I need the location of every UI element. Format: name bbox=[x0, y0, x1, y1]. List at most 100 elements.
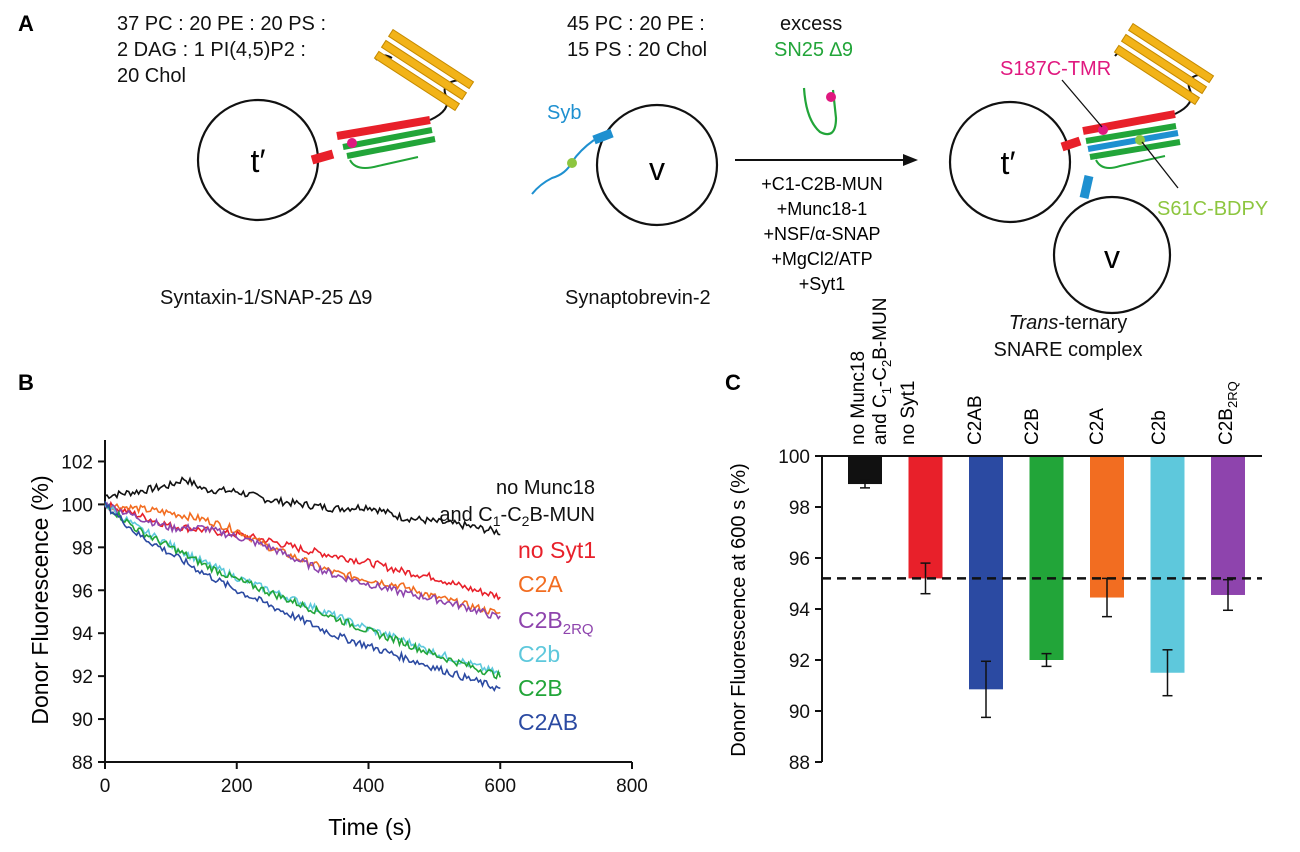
reaction-arrowhead bbox=[903, 154, 918, 166]
trans-snare-complex bbox=[1060, 22, 1215, 199]
product-caption-line-2: SNARE complex bbox=[994, 339, 1143, 361]
c-y-tick-label: 88 bbox=[789, 753, 810, 774]
v-vesicle-label: v bbox=[649, 151, 665, 187]
addition-4: +MgCl2/ATP bbox=[771, 249, 872, 269]
b-y-tick-label: 100 bbox=[61, 495, 93, 516]
v-vesicle bbox=[595, 103, 719, 227]
c-category-label-0-line-1: no Munc18 bbox=[848, 351, 869, 445]
c-y-tick-label: 98 bbox=[789, 498, 810, 519]
snap25-linker bbox=[349, 156, 419, 169]
c-ticks: 88 90 92 94 96 98 100 bbox=[778, 447, 822, 774]
c-bar-2 bbox=[969, 456, 1003, 690]
b-y-axis-title: Donor Fluorescence (%) bbox=[27, 475, 53, 724]
b-series-line-6 bbox=[104, 500, 501, 692]
c-category-label-2: C2AB bbox=[965, 395, 986, 445]
c-category-label-4: C2A bbox=[1087, 408, 1108, 445]
panel-a: A 37 PC : 20 PE : 20 PS : 2 DAG : 1 PI(4… bbox=[18, 11, 1268, 361]
c-bars bbox=[848, 456, 1245, 719]
c-bar-6 bbox=[1211, 456, 1245, 595]
b-legend-c2a: C2A bbox=[518, 571, 563, 597]
t-lipid-line-1: 37 PC : 20 PE : 20 PS : bbox=[117, 13, 326, 35]
b-series-line-0 bbox=[104, 476, 501, 536]
syntaxin-tm-domain bbox=[310, 149, 335, 165]
b-x-tick-label: 400 bbox=[353, 776, 385, 797]
product-v-vesicle bbox=[1052, 195, 1172, 315]
habc-domain bbox=[373, 28, 475, 112]
sn25-fragment bbox=[802, 87, 838, 136]
b-series-line-4 bbox=[104, 504, 501, 675]
syb-tm-domain bbox=[592, 128, 614, 145]
c-y-tick-label: 96 bbox=[789, 549, 810, 570]
b-legend-c2b2rq: C2B2RQ bbox=[518, 607, 594, 638]
syb-label: Syb bbox=[547, 102, 581, 124]
addition-5: +Syt1 bbox=[799, 274, 846, 294]
syntaxin-snap25-complex bbox=[310, 28, 475, 169]
b-x-tick-label: 0 bbox=[100, 776, 111, 797]
c-y-tick-label: 92 bbox=[789, 651, 810, 672]
b-annotation-line-1: no Munc18 bbox=[496, 477, 595, 499]
addition-1: +C1-C2B-MUN bbox=[761, 174, 883, 194]
s187-pointer bbox=[1061, 79, 1103, 128]
c-y-tick-label: 94 bbox=[789, 600, 811, 621]
b-x-tick-label: 600 bbox=[484, 776, 516, 797]
product-t-label: t′ bbox=[1001, 145, 1016, 181]
v-vesicle-caption: Synaptobrevin-2 bbox=[565, 287, 711, 309]
c-category-label-5: C2b bbox=[1149, 410, 1170, 445]
b-y-tick-label: 96 bbox=[72, 581, 93, 602]
snap25-helix-2 bbox=[346, 136, 436, 159]
addition-2: +Munc18-1 bbox=[777, 199, 868, 219]
c-bar-0 bbox=[848, 456, 882, 485]
bdpy-label-dot bbox=[567, 158, 577, 168]
s61-pointer bbox=[1141, 141, 1179, 189]
t-lipid-line-3: 20 Chol bbox=[117, 65, 186, 87]
c-y-tick-label: 100 bbox=[778, 447, 810, 468]
b-x-tick-label: 200 bbox=[221, 776, 253, 797]
b-ticks: 0 200 400 600 800 88 90 92 94 96 98 100 102 bbox=[61, 452, 648, 797]
syntaxin-helix bbox=[336, 116, 431, 140]
b-legend-c2b: C2B bbox=[518, 675, 563, 701]
addition-3: +NSF/α-SNAP bbox=[764, 224, 881, 244]
c-bar-3 bbox=[1029, 456, 1064, 660]
b-legend-c2b-lower: C2b bbox=[518, 641, 560, 667]
v-lipid-line-1: 45 PC : 20 PE : bbox=[567, 13, 705, 35]
v-lipid-line-2: 15 PS : 20 Chol bbox=[567, 39, 707, 61]
excess-label: excess bbox=[780, 13, 842, 35]
c-bar-4 bbox=[1090, 456, 1124, 598]
t-vesicle-caption: Syntaxin-1/SNAP-25 ∆9 bbox=[160, 287, 372, 309]
sn25-label: SN25 ∆9 bbox=[774, 39, 853, 61]
b-series-line-2 bbox=[104, 502, 501, 615]
c-bar-5 bbox=[1150, 456, 1185, 673]
b-series bbox=[104, 476, 502, 692]
b-series-line-3 bbox=[104, 501, 501, 620]
s61-label: S61C-BDPY bbox=[1157, 198, 1268, 220]
panel-c-label: C bbox=[725, 370, 741, 395]
b-y-tick-label: 88 bbox=[72, 753, 93, 774]
c-y-tick-label: 90 bbox=[789, 702, 810, 723]
b-y-tick-label: 98 bbox=[72, 538, 93, 559]
b-x-axis-title: Time (s) bbox=[328, 814, 411, 840]
snap25-helix-1 bbox=[342, 127, 433, 150]
product-t-vesicle bbox=[948, 100, 1072, 224]
b-y-tick-label: 92 bbox=[72, 667, 93, 688]
c-category-label-1: no Syt1 bbox=[898, 381, 919, 445]
c-y-axis-title: Donor Fluorescence at 600 s (%) bbox=[728, 463, 750, 756]
product-caption-line-1: Trans-ternary bbox=[1009, 312, 1128, 334]
b-y-tick-label: 102 bbox=[61, 452, 93, 473]
panel-b: B 0 200 400 600 800 88 90 92 94 96 98 100 102 Time (… bbox=[18, 370, 648, 840]
b-x-tick-label: 800 bbox=[616, 776, 648, 797]
s187-label: S187C-TMR bbox=[1000, 58, 1111, 80]
b-y-tick-label: 94 bbox=[72, 624, 94, 645]
c-category-label-3: C2B bbox=[1022, 408, 1043, 445]
panel-b-label: B bbox=[18, 370, 34, 395]
c-category-label-6: C2B2RQ bbox=[1216, 381, 1240, 445]
product-v-label: v bbox=[1104, 239, 1120, 275]
t-vesicle-label: t′ bbox=[251, 143, 266, 179]
tmr-label-dot bbox=[347, 138, 357, 148]
t-lipid-line-2: 2 DAG : 1 PI(4,5)P2 : bbox=[117, 39, 306, 61]
panel-a-label: A bbox=[18, 11, 34, 36]
synaptobrevin: Syb bbox=[531, 102, 614, 195]
b-legend-no-syt1: no Syt1 bbox=[518, 537, 596, 563]
c-category-label-0-line-2: and C1-C2B-MUN bbox=[870, 297, 894, 445]
syb-cytoplasmic-domain bbox=[531, 139, 595, 195]
